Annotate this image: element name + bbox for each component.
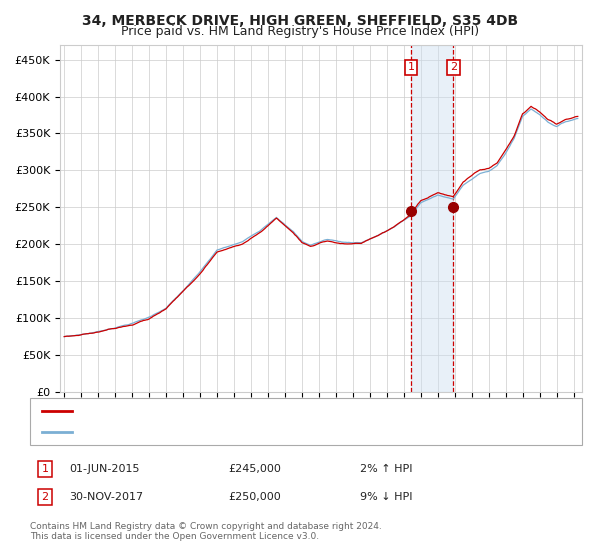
- Text: 2: 2: [450, 62, 457, 72]
- Text: 34, MERBECK DRIVE, HIGH GREEN, SHEFFIELD, S35 4DB (detached house): 34, MERBECK DRIVE, HIGH GREEN, SHEFFIELD…: [78, 406, 493, 416]
- Text: 2% ↑ HPI: 2% ↑ HPI: [360, 464, 413, 474]
- Text: 01-JUN-2015: 01-JUN-2015: [69, 464, 139, 474]
- Text: Contains HM Land Registry data © Crown copyright and database right 2024.
This d: Contains HM Land Registry data © Crown c…: [30, 522, 382, 542]
- Text: Price paid vs. HM Land Registry's House Price Index (HPI): Price paid vs. HM Land Registry's House …: [121, 25, 479, 38]
- Text: £250,000: £250,000: [228, 492, 281, 502]
- Text: 1: 1: [41, 464, 49, 474]
- Bar: [411, 45, 454, 392]
- Text: HPI: Average price, detached house, Sheffield: HPI: Average price, detached house, Shef…: [78, 427, 334, 437]
- Text: 9% ↓ HPI: 9% ↓ HPI: [360, 492, 413, 502]
- Text: £245,000: £245,000: [228, 464, 281, 474]
- Text: 1: 1: [407, 62, 415, 72]
- Text: 30-NOV-2017: 30-NOV-2017: [69, 492, 143, 502]
- Text: 34, MERBECK DRIVE, HIGH GREEN, SHEFFIELD, S35 4DB: 34, MERBECK DRIVE, HIGH GREEN, SHEFFIELD…: [82, 14, 518, 28]
- Text: 2: 2: [41, 492, 49, 502]
